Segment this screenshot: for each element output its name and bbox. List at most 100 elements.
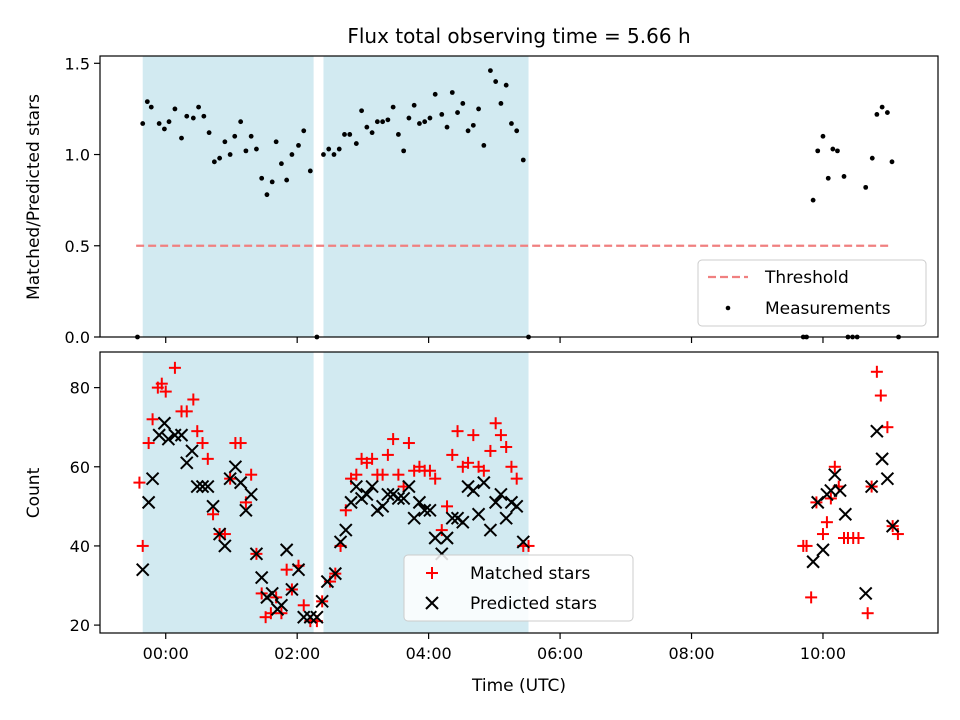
matched-stars-point: [366, 452, 379, 465]
matched-stars-point: [451, 425, 464, 438]
predicted-stars-point: [816, 543, 830, 557]
matched-stars-point: [881, 421, 894, 434]
legend-measurements-label: Measurements: [765, 299, 891, 319]
measurements-point: [520, 157, 526, 163]
measurements-point: [248, 133, 254, 139]
measurements-point: [514, 128, 520, 134]
matched-stars-point: [441, 500, 454, 513]
predicted-stars-point: [310, 610, 324, 624]
predicted-stars-point: [402, 479, 416, 494]
measurements-point: [359, 108, 364, 114]
legend-ratio-frame: [697, 259, 927, 327]
chart-title: Flux total observing time = 5.66 h: [347, 24, 690, 48]
y-tick-label: 20: [70, 616, 90, 635]
y-tick-label: 1.0: [65, 146, 90, 165]
predicted-stars-point: [885, 519, 900, 533]
matched-stars-point: [510, 472, 523, 485]
matched-stars-point: [297, 599, 310, 612]
matched-stars-point: [136, 539, 149, 552]
matched-stars-point: [196, 437, 209, 450]
observing-interval-1: [142, 352, 314, 633]
legend-counts-frame: [403, 554, 634, 622]
panel-ratio: 0.0 0.5 1.0 1.5: [65, 54, 939, 347]
predicted-stars-point: [349, 479, 364, 494]
predicted-stars-point: [360, 487, 374, 502]
predicted-stars-point: [254, 570, 269, 585]
predicted-stars-point: [303, 610, 318, 624]
measurements-point: [820, 133, 826, 139]
predicted-stars-point: [244, 487, 258, 502]
measurements-point: [879, 104, 885, 110]
predicted-stars-point: [516, 535, 530, 549]
measurements-point: [296, 143, 301, 148]
plot-frame: [99, 55, 939, 338]
matched-stars-point: [423, 464, 436, 477]
observing-interval-2: [323, 56, 529, 337]
measurements-point: [374, 119, 380, 125]
measurements-point: [422, 119, 428, 125]
predicted-stars-point: [407, 511, 421, 525]
predicted-stars-point: [880, 471, 895, 486]
plot-frame: [99, 351, 939, 634]
matched-stars-point: [146, 413, 159, 426]
measurements-point: [488, 68, 493, 73]
predicted-stars-point: [136, 562, 150, 577]
measurements-point: [465, 128, 471, 134]
y-tick-label: 80: [70, 379, 90, 398]
xlabel: Time (UTC): [471, 676, 566, 696]
measurements-point: [493, 79, 499, 84]
measurements-point: [869, 155, 875, 161]
x-tick-label: 10:00: [800, 644, 846, 663]
measurements-point: [201, 113, 207, 119]
measurements-point: [427, 115, 433, 121]
predicted-stars-point: [396, 491, 411, 506]
matched-stars-point: [505, 460, 518, 473]
predicted-stars-point: [185, 444, 199, 458]
y-tick-label: 60: [70, 458, 90, 477]
matched-stars-point: [494, 429, 507, 442]
matched-stars-point: [477, 464, 490, 477]
measurements-point: [470, 122, 476, 128]
matched-stars-point: [133, 476, 146, 489]
measurements-point: [269, 179, 275, 185]
measurements-point: [184, 113, 190, 119]
measurements-point: [243, 148, 249, 154]
predicted-stars-point: [875, 452, 889, 466]
matched-stars-point: [891, 528, 904, 541]
measurements-point: [353, 141, 359, 146]
measurements-point: [179, 135, 184, 141]
predicted-stars-point: [864, 479, 879, 494]
measurements-point: [307, 168, 313, 174]
legend-threshold-label: Threshold: [764, 268, 849, 288]
measurements-point: [395, 132, 401, 137]
matched-stars-point: [446, 448, 459, 461]
measurements-point: [385, 117, 391, 123]
measurements-point: [439, 111, 445, 117]
predicted-stars-point: [274, 598, 289, 613]
matched-stars-point: [467, 429, 480, 442]
legend-predicted-swatch: [425, 596, 439, 610]
measurements-point: [222, 139, 228, 145]
matched-stars-point: [816, 528, 829, 541]
matched-stars-point: [381, 448, 394, 461]
predicted-stars-point: [806, 555, 820, 569]
legend-ratio: Threshold Measurements: [697, 259, 927, 327]
predicted-stars-point: [190, 479, 204, 494]
predicted-stars-point: [315, 594, 329, 609]
observing-interval-1: [142, 56, 314, 337]
y-tick-label: 1.5: [65, 54, 90, 73]
matched-stars-point: [462, 456, 475, 469]
matched-stars-point: [201, 452, 214, 465]
measurements-point: [364, 124, 370, 130]
predicted-stars-point: [180, 456, 194, 470]
y-tick-label: 0.5: [65, 237, 90, 256]
measurements-point: [810, 197, 816, 203]
predicted-stars-point: [365, 479, 379, 494]
measurements-point: [498, 101, 504, 106]
x-tick-label: 08:00: [668, 644, 714, 663]
matched-stars-point: [350, 468, 363, 481]
measurements-point: [144, 99, 150, 105]
matched-stars-point: [376, 468, 389, 481]
measurements-point: [232, 133, 238, 139]
x-tick-label: 04:00: [406, 644, 452, 663]
